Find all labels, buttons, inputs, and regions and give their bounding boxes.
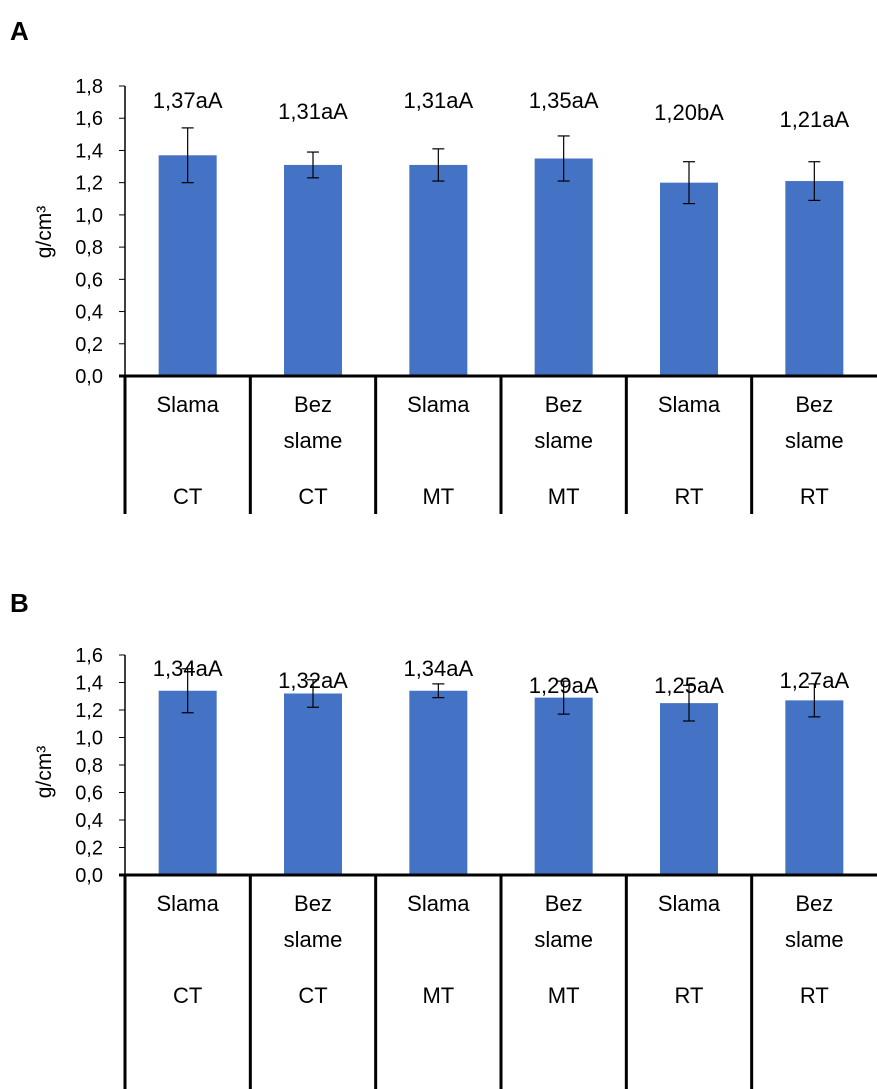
category-label-line1: Slama — [156, 891, 219, 916]
y-tick-label: 1,4 — [75, 673, 103, 695]
bar — [785, 181, 844, 376]
category-group-label: RT — [800, 484, 829, 509]
category-label-line1: Bez — [545, 891, 583, 916]
y-tick-label: 0,2 — [75, 838, 103, 860]
y-tick-label: 0,4 — [75, 302, 103, 324]
category-label-line1: Bez — [294, 392, 332, 417]
category-group-label: MT — [548, 983, 580, 1008]
category-group-label: CT — [173, 983, 202, 1008]
y-tick-label: 1,6 — [75, 645, 103, 667]
y-tick-label: 0,4 — [75, 810, 103, 832]
data-label: 1,32aA — [278, 668, 348, 693]
y-tick-label: 0,6 — [75, 783, 103, 805]
y-tick-label: 1,4 — [75, 140, 103, 162]
category-label-line1: Bez — [795, 891, 833, 916]
category-label-line1: Slama — [156, 392, 219, 417]
bar — [409, 690, 468, 875]
data-label: 1,20bA — [654, 100, 724, 125]
bar — [660, 182, 718, 376]
category-group-label: CT — [298, 983, 327, 1008]
bar — [158, 155, 217, 376]
category-label-line2: slame — [785, 927, 844, 952]
y-tick-label: 0,8 — [75, 755, 103, 777]
y-tick-label: 1,0 — [75, 728, 103, 750]
y-tick-label: 1,0 — [75, 205, 103, 227]
y-tick-label: 0,8 — [75, 237, 103, 259]
bar — [158, 690, 217, 875]
category-label-line1: Bez — [545, 392, 583, 417]
y-tick-label: 0,6 — [75, 269, 103, 291]
y-tick-label: 0,2 — [75, 334, 103, 356]
y-tick-label: 1,6 — [75, 108, 103, 130]
category-label-line1: Slama — [407, 392, 470, 417]
data-label: 1,27aA — [779, 668, 849, 693]
category-label-line1: Slama — [407, 891, 470, 916]
category-label-line1: Bez — [795, 392, 833, 417]
category-group-label: MT — [422, 983, 454, 1008]
category-label-line2: slame — [534, 428, 593, 453]
data-label: 1,29aA — [529, 673, 599, 698]
panel-label-b: B — [10, 588, 29, 618]
panel-label-a: A — [10, 16, 29, 46]
bar — [534, 697, 593, 875]
data-label: 1,34aA — [403, 656, 473, 681]
category-label-line2: slame — [284, 927, 343, 952]
data-label: 1,31aA — [278, 99, 348, 124]
bar — [284, 693, 342, 875]
y-tick-label: 0,0 — [75, 865, 103, 887]
data-label: 1,37aA — [153, 88, 223, 113]
category-label-line1: Slama — [658, 392, 721, 417]
category-group-label: CT — [298, 484, 327, 509]
bar — [785, 700, 844, 875]
bar — [534, 158, 593, 376]
category-label-line2: slame — [284, 428, 343, 453]
y-tick-label: 1,2 — [75, 700, 103, 722]
data-label: 1,34aA — [153, 656, 223, 681]
category-group-label: RT — [800, 983, 829, 1008]
y-tick-label: 0,0 — [75, 366, 103, 388]
y-tick-label: 1,2 — [75, 173, 103, 195]
data-label: 1,31aA — [403, 88, 473, 113]
category-label-line2: slame — [534, 927, 593, 952]
bar — [660, 703, 718, 875]
category-label-line2: slame — [785, 428, 844, 453]
category-group-label: CT — [173, 484, 202, 509]
category-group-label: MT — [422, 484, 454, 509]
category-group-label: RT — [675, 983, 704, 1008]
category-group-label: RT — [675, 484, 704, 509]
category-label-line1: Slama — [658, 891, 721, 916]
bar — [284, 164, 342, 376]
y-tick-label: 1,8 — [75, 76, 103, 98]
bar — [409, 164, 468, 376]
data-label: 1,21aA — [779, 107, 849, 132]
data-label: 1,25aA — [654, 673, 724, 698]
category-label-line1: Bez — [294, 891, 332, 916]
category-group-label: MT — [548, 484, 580, 509]
data-label: 1,35aA — [529, 88, 599, 113]
